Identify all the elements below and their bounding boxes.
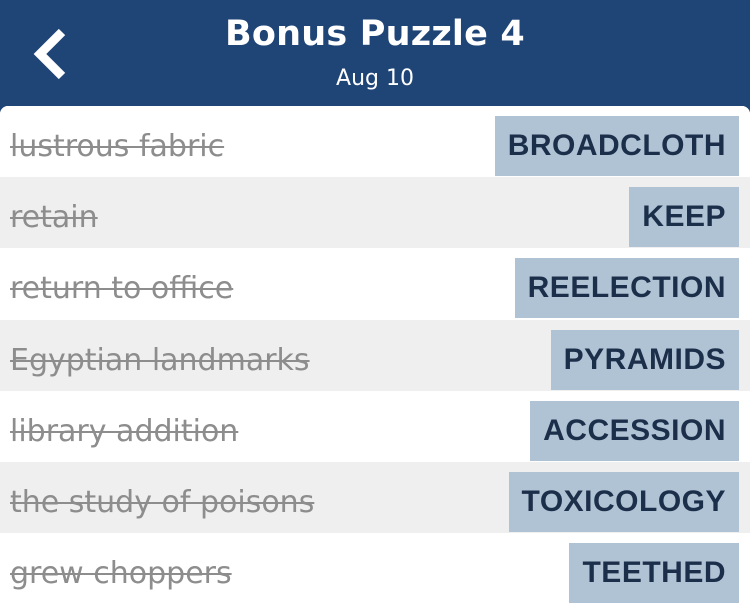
chevron-left-icon <box>33 28 66 80</box>
clue-row[interactable]: lustrous fabric BROADCLOTH <box>0 106 750 178</box>
clue-text: grew choppers <box>10 556 232 592</box>
page-title: Bonus Puzzle 4 <box>225 14 525 54</box>
clue-list: lustrous fabric BROADCLOTH retain KEEP r… <box>0 106 750 615</box>
clue-row[interactable]: library addition ACCESSION <box>0 390 750 462</box>
clue-row[interactable]: return to office REELECTION <box>0 248 750 320</box>
puzzle-date: Aug 10 <box>336 66 414 91</box>
clue-text: library addition <box>10 413 239 449</box>
answer-badge: BROADCLOTH <box>494 116 739 176</box>
back-button[interactable] <box>30 26 74 82</box>
answer-badge: KEEP <box>629 187 739 248</box>
answer-badge: ACCESSION <box>530 400 739 461</box>
clue-text: retain <box>10 200 98 236</box>
clue-text: the study of poisons <box>10 484 315 520</box>
clue-row[interactable]: grew choppers TEETHED <box>0 533 750 605</box>
clue-text: return to office <box>10 271 234 307</box>
clue-row[interactable]: retain KEEP <box>0 177 750 249</box>
answer-badge: REELECTION <box>514 258 739 319</box>
header-bar: Bonus Puzzle 4 Aug 10 <box>0 0 750 106</box>
clue-row[interactable]: Egyptian landmarks PYRAMIDS <box>0 319 750 391</box>
clue-text: Egyptian landmarks <box>10 342 310 378</box>
clue-row[interactable]: the study of poisons TOXICOLOGY <box>0 461 750 534</box>
answer-badge: TOXICOLOGY <box>508 471 739 532</box>
answer-badge: PYRAMIDS <box>550 329 739 390</box>
clue-text: lustrous fabric <box>10 129 225 164</box>
answer-badge: TEETHED <box>569 543 739 604</box>
